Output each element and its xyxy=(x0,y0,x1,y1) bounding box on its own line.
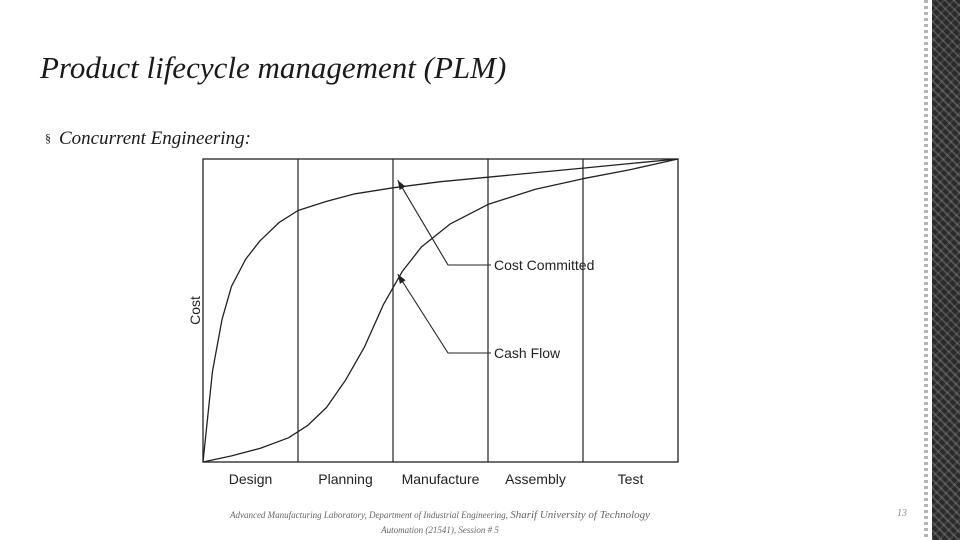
annotation-arrowhead-cash-flow xyxy=(397,274,406,284)
phase-label-planning: Planning xyxy=(318,471,373,487)
slide-footer: Advanced Manufacturing Laboratory, Depar… xyxy=(185,508,695,538)
plot-frame xyxy=(202,158,679,463)
bullet-item: § Concurrent Engineering: xyxy=(45,128,251,150)
phase-label-design: Design xyxy=(229,471,273,487)
annotation-arrowhead-cost-committed xyxy=(397,180,406,191)
bullet-text: Concurrent Engineering: xyxy=(59,128,251,149)
slide-title: Product lifecycle management (PLM) xyxy=(40,50,507,85)
annotation-label-cost-committed: Cost Committed xyxy=(494,257,594,273)
series-line-cost-committed xyxy=(202,158,679,463)
footer-course: Automation (21541), Session # 5 xyxy=(381,525,499,535)
annotation-leader-cost-committed xyxy=(397,179,491,266)
phase-label-manufacture: Manufacture xyxy=(402,471,480,487)
annotation-label-cash-flow: Cash Flow xyxy=(494,345,561,361)
bullet-marker: § xyxy=(45,131,51,145)
footer-school: Sharif University of Technology xyxy=(510,509,651,521)
annotation-leader-cash-flow xyxy=(397,273,491,354)
phase-label-assembly: Assembly xyxy=(505,471,566,487)
side-decoration-line xyxy=(924,0,928,540)
side-decoration-strip xyxy=(932,0,960,540)
series-line-cash-flow xyxy=(202,158,679,463)
y-axis-label: Cost xyxy=(187,296,203,325)
page-number: 13 xyxy=(897,508,907,519)
footer-lab: Advanced Manufacturing Laboratory, Depar… xyxy=(229,510,508,520)
phase-label-test: Test xyxy=(618,471,644,487)
